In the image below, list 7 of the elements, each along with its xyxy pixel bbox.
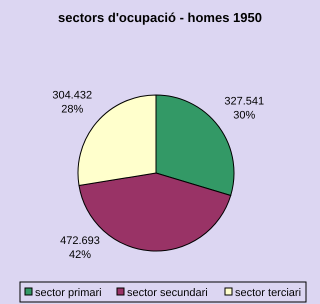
legend-label: sector terciari bbox=[235, 287, 302, 299]
data-label: 304.432 28% bbox=[52, 90, 92, 116]
data-label: 472.693 42% bbox=[60, 235, 100, 262]
data-label: 327.541 30% bbox=[224, 95, 264, 122]
chart-title: sectors d'ocupació - homes 1950 bbox=[58, 10, 262, 25]
legend-label: sector primari bbox=[35, 287, 102, 299]
legend-label: sector secundari bbox=[127, 287, 208, 299]
